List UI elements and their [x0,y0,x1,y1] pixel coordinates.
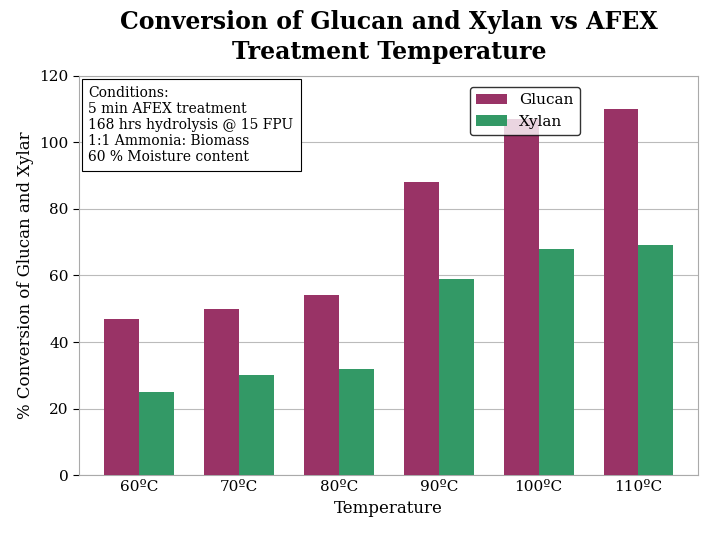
Bar [204,309,239,475]
Bar [139,392,174,475]
Bar [339,369,374,475]
Title: Conversion of Glucan and Xylan vs AFEX
Treatment Temperature: Conversion of Glucan and Xylan vs AFEX T… [120,10,658,64]
Bar [603,109,639,475]
Bar [104,319,139,475]
Bar [438,279,474,475]
Bar [539,249,574,475]
Bar [639,245,673,475]
Legend: Glucan, Xylan: Glucan, Xylan [470,87,580,135]
Y-axis label: % Conversion of Glucan and Xylar: % Conversion of Glucan and Xylar [17,132,34,419]
Bar [404,182,438,475]
Bar [239,375,274,475]
Text: Conditions:
5 min AFEX treatment
168 hrs hydrolysis @ 15 FPU
1:1 Ammonia: Biomas: Conditions: 5 min AFEX treatment 168 hrs… [89,85,294,164]
Bar [504,119,539,475]
Bar [304,295,339,475]
X-axis label: Temperature: Temperature [334,500,444,517]
